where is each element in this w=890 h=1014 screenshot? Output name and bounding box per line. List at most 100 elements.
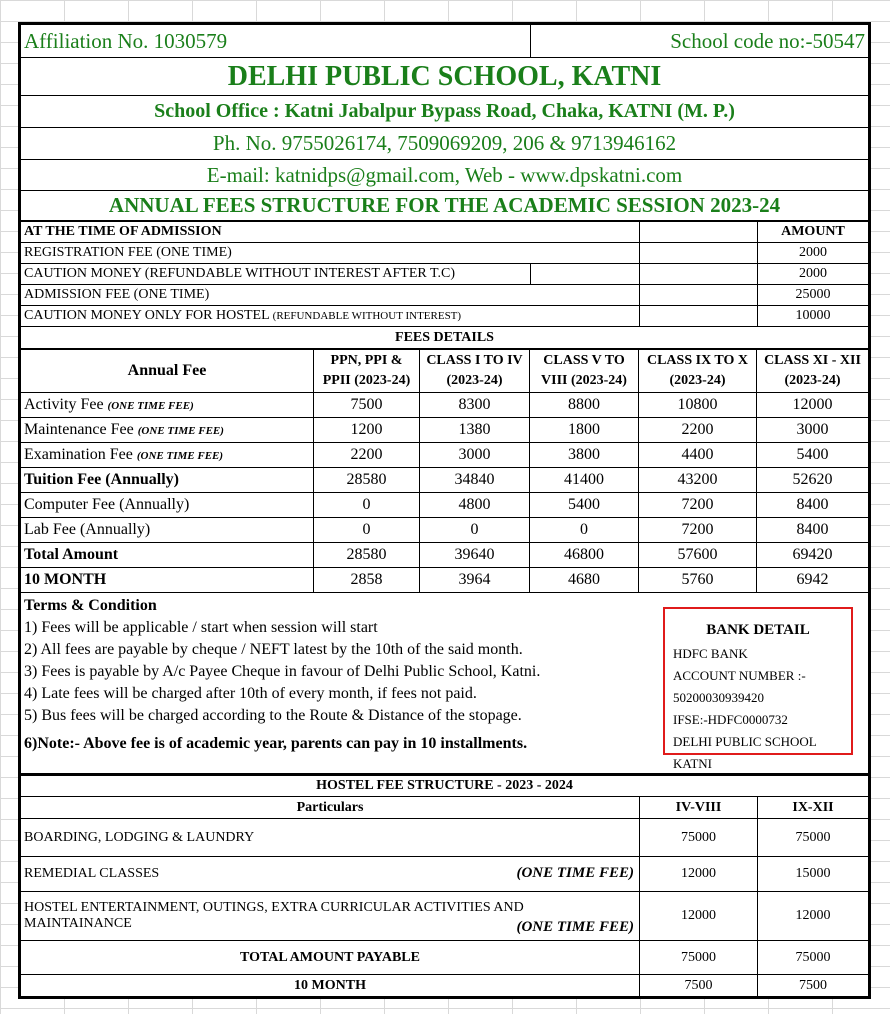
- admission-amount: 10000: [757, 305, 869, 327]
- fees-value: 2858: [313, 567, 420, 593]
- admission-label: REGISTRATION FEE (ONE TIME): [19, 242, 641, 264]
- hostel-heading: HOSTEL FEE STRUCTURE - 2023 - 2024: [20, 775, 869, 797]
- fees-value: 69420: [756, 542, 869, 568]
- admission-label-text: CAUTION MONEY ONLY FOR HOSTEL: [24, 308, 270, 323]
- fees-value: 1800: [529, 417, 639, 443]
- hostel-particular-text: HOSTEL ENTERTAINMENT, OUTINGS, EXTRA CUR…: [24, 900, 524, 915]
- admission-blank-cell: [639, 305, 759, 327]
- fees-note: (ONE TIME FEE): [137, 425, 224, 437]
- fees-row: 10 MONTH 2858 3964 4680 5760 6942: [20, 567, 869, 593]
- admission-row: ADMISSION FEE (ONE TIME) 25000: [19, 284, 869, 306]
- hostel-month-ix-xii: 7500: [757, 974, 869, 997]
- school-office-address: School Office : Katni Jabalpur Bypass Ro…: [20, 95, 869, 128]
- fees-column-header: PPN, PPI & PPII (2023-24): [313, 349, 420, 393]
- bank-detail-line: KATNI: [673, 756, 712, 771]
- fees-table: Annual Fee PPN, PPI & PPII (2023-24) CLASS…: [20, 349, 869, 593]
- fees-row: Total Amount 28580 39640 46800 57600 69420: [20, 542, 869, 568]
- fees-value: 3964: [419, 567, 530, 593]
- fees-value: 43200: [638, 467, 757, 493]
- fees-row: Computer Fee (Annually) 0 4800 5400 7200 8400: [20, 492, 869, 518]
- hostel-value: 15000: [757, 856, 869, 892]
- fees-row: Examination Fee (ONE TIME FEE) 2200 3000 38…: [20, 442, 869, 468]
- fees-label-text: 10 MONTH: [24, 571, 107, 588]
- hostel-particular: BOARDING, LODGING & LAUNDRY: [20, 818, 640, 857]
- fees-value: 7200: [638, 492, 757, 518]
- fees-value: 8400: [756, 492, 869, 518]
- admission-heading: AT THE TIME OF ADMISSION: [19, 221, 641, 243]
- fees-value: 52620: [756, 467, 869, 493]
- fees-value: 0: [313, 492, 420, 518]
- hostel-particular: REMEDIAL CLASSES (ONE TIME FEE): [20, 856, 640, 892]
- fees-details-heading: FEES DETAILS: [20, 326, 869, 349]
- hostel-value: 75000: [639, 818, 758, 857]
- hostel-value: 75000: [757, 818, 869, 857]
- email-web: E-mail: katnidps@gmail.com, Web - www.dp…: [20, 159, 869, 191]
- fees-value: 3000: [756, 417, 869, 443]
- terms-item: 1) Fees will be applicable / start when …: [24, 619, 378, 636]
- fees-label: 10 MONTH: [20, 567, 314, 593]
- fees-value: 28580: [313, 467, 420, 493]
- affiliation-number: Affiliation No. 1030579: [20, 24, 531, 58]
- fees-value: 28580: [313, 542, 420, 568]
- fees-row: Maintenance Fee (ONE TIME FEE) 1200 1380 18…: [20, 417, 869, 443]
- fees-value: 7500: [313, 392, 420, 418]
- document-title: ANNUAL FEES STRUCTURE FOR THE ACADEMIC S…: [20, 190, 869, 221]
- hostel-particular-text-cont: MAINTAINANCE: [24, 916, 132, 931]
- bank-detail-line: DELHI PUBLIC SCHOOL: [673, 734, 817, 749]
- fees-label: Tuition Fee (Annually): [20, 467, 314, 493]
- fees-value: 3000: [419, 442, 530, 468]
- fees-value: 5400: [529, 492, 639, 518]
- fees-value: 46800: [529, 542, 639, 568]
- hostel-row: HOSTEL ENTERTAINMENT, OUTINGS, EXTRA CUR…: [20, 891, 869, 941]
- fees-value: 5760: [638, 567, 757, 593]
- fees-value: 4400: [638, 442, 757, 468]
- hostel-note: (ONE TIME FEE): [516, 865, 634, 881]
- fees-value: 1380: [419, 417, 530, 443]
- bank-detail-box: BANK DETAIL HDFC BANK ACCOUNT NUMBER :- 50…: [663, 607, 853, 771]
- terms-item: 5) Bus fees will be charged according to…: [24, 707, 522, 724]
- hostel-col-iv-viii: IV-VIII: [639, 796, 758, 819]
- terms-heading: Terms & Condition: [24, 597, 157, 614]
- admission-blank-cell: [639, 242, 759, 264]
- admission-blank-cell: [529, 263, 641, 285]
- hostel-table: HOSTEL FEE STRUCTURE - 2023 - 2024 Parti…: [20, 775, 869, 997]
- fees-row: Lab Fee (Annually) 0 0 0 7200 8400: [20, 517, 869, 543]
- fees-value: 0: [529, 517, 639, 543]
- hostel-col-particulars: Particulars: [20, 796, 640, 819]
- hostel-total-ix-xii: 75000: [757, 940, 869, 975]
- hostel-note: (ONE TIME FEE): [516, 919, 634, 935]
- terms-item: 3) Fees is payable by A/c Payee Cheque i…: [24, 663, 541, 680]
- hostel-particular: HOSTEL ENTERTAINMENT, OUTINGS, EXTRA CUR…: [20, 891, 640, 941]
- fees-label: Total Amount: [20, 542, 314, 568]
- admission-amount: 2000: [757, 263, 869, 285]
- fees-label-text: Computer Fee (Annually): [24, 496, 190, 513]
- fees-label: Examination Fee (ONE TIME FEE): [20, 442, 314, 468]
- hostel-particular-text: BOARDING, LODGING & LAUNDRY: [24, 829, 255, 845]
- fees-value: 4800: [419, 492, 530, 518]
- admission-label: CAUTION MONEY (REFUNDABLE WITHOUT INTERE…: [20, 263, 531, 285]
- admission-label-text: ADMISSION FEE (ONE TIME): [24, 287, 210, 302]
- admission-note: (REFUNDABLE WITHOUT INTEREST): [272, 310, 462, 322]
- school-code: School code no:-50547: [530, 24, 869, 58]
- hostel-row: REMEDIAL CLASSES (ONE TIME FEE) 12000 15000: [20, 856, 869, 892]
- fees-label-text: Lab Fee (Annually): [24, 521, 151, 538]
- fees-row: Activity Fee (ONE TIME FEE) 7500 8300 8800 1…: [20, 392, 869, 418]
- fees-value: 2200: [313, 442, 420, 468]
- hostel-total-label: TOTAL AMOUNT PAYABLE: [20, 940, 640, 975]
- admission-row: CAUTION MONEY ONLY FOR HOSTEL (REFUNDABL…: [19, 305, 869, 327]
- fees-label-text: Examination Fee: [24, 446, 133, 463]
- fees-row: Tuition Fee (Annually) 28580 34840 41400 432…: [20, 467, 869, 493]
- hostel-value: 12000: [757, 891, 869, 941]
- hostel-month-label: 10 MONTH: [20, 974, 640, 997]
- admission-blank-cell: [639, 263, 759, 285]
- hostel-value: 12000: [639, 891, 758, 941]
- fees-label: Computer Fee (Annually): [20, 492, 314, 518]
- fees-label-text: Activity Fee: [24, 396, 104, 413]
- fees-value: 7200: [638, 517, 757, 543]
- fees-value: 10800: [638, 392, 757, 418]
- bank-heading: BANK DETAIL: [706, 622, 810, 638]
- fees-note: (ONE TIME FEE): [136, 450, 224, 462]
- bank-detail-line: ACCOUNT NUMBER :-: [673, 668, 806, 683]
- admission-label-text: REGISTRATION FEE (ONE TIME): [24, 245, 232, 260]
- terms-item: 4) Late fees will be charged after 10th …: [24, 685, 477, 702]
